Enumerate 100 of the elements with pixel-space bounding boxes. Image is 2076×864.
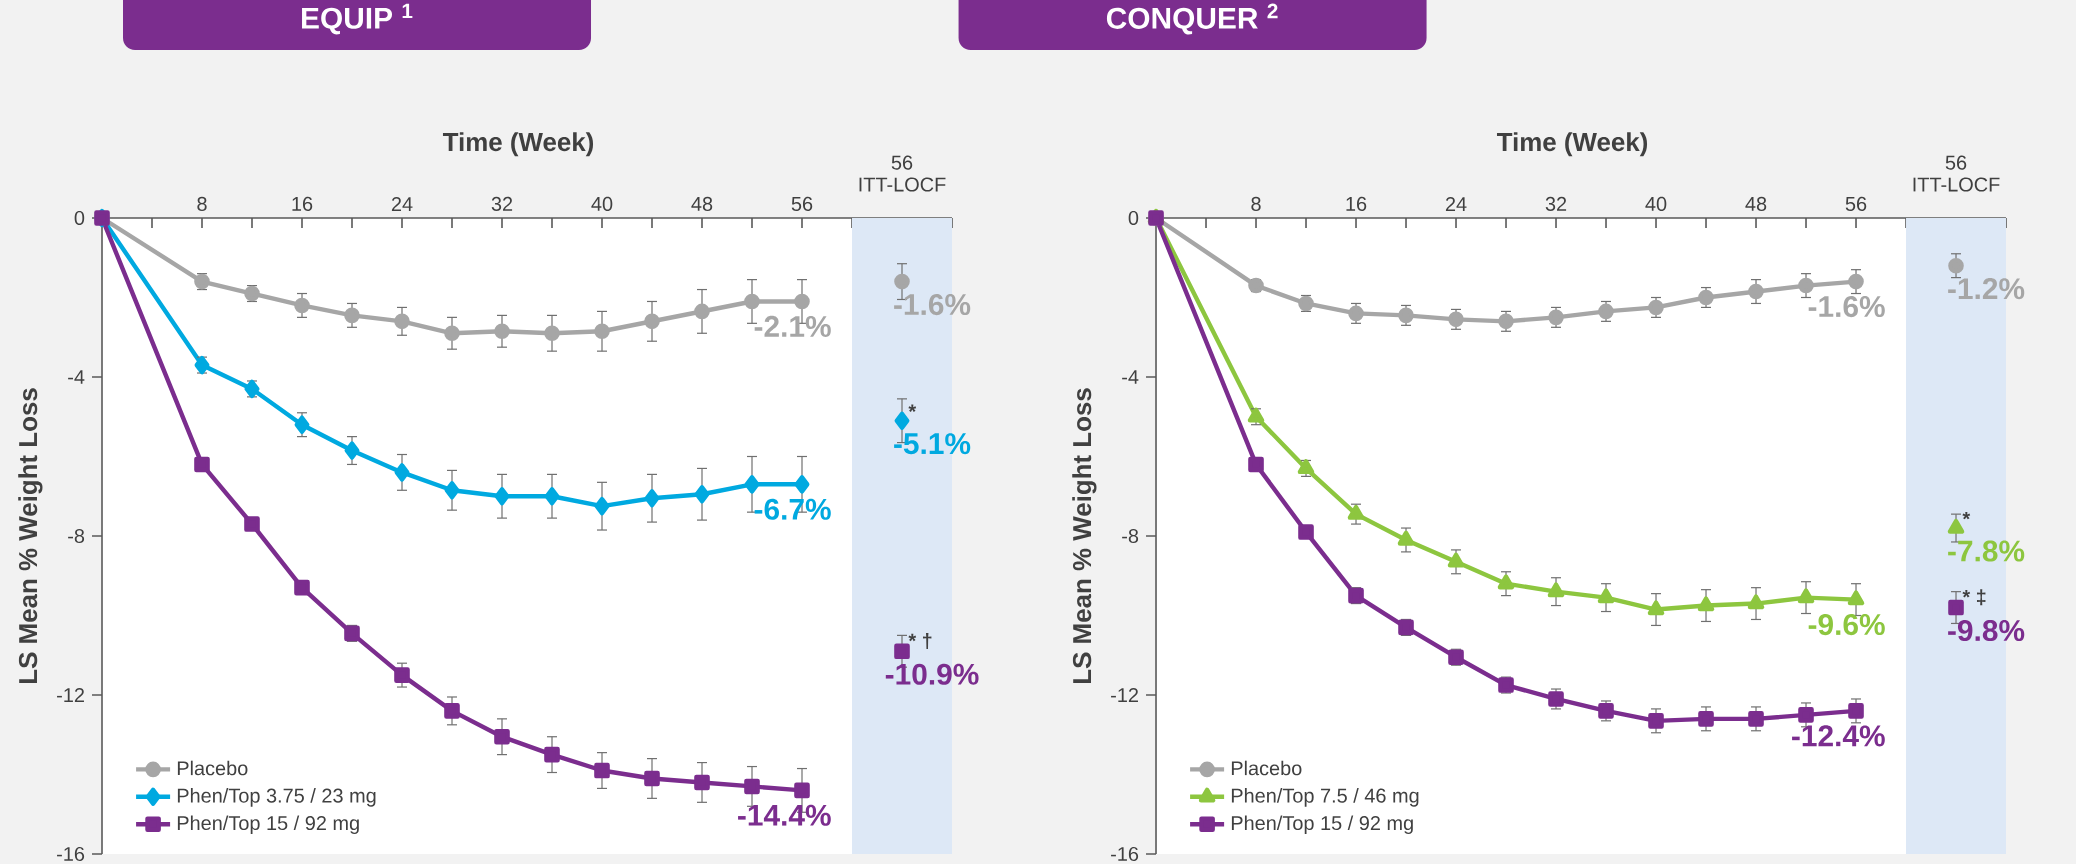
point bbox=[294, 579, 310, 596]
annotation: * † bbox=[908, 633, 932, 649]
y-tick-label: -12 bbox=[57, 688, 84, 702]
point bbox=[894, 643, 910, 660]
point bbox=[894, 411, 910, 430]
x-tick-label: 32 bbox=[1545, 196, 1567, 211]
point bbox=[344, 441, 360, 460]
point bbox=[1648, 713, 1664, 729]
point bbox=[644, 489, 660, 508]
point bbox=[1248, 456, 1264, 473]
chart-title: CONQUER $^{2}$ bbox=[1106, 3, 1278, 35]
point bbox=[1747, 594, 1765, 610]
x-axis-title: Time (Week) bbox=[1496, 132, 1648, 157]
x-tick-label: 16 bbox=[1346, 196, 1367, 211]
x-axis-title: Time (Week) bbox=[442, 132, 594, 157]
data-label: -1.6% bbox=[1808, 295, 1885, 318]
data-label: -2.1% bbox=[754, 315, 831, 337]
point bbox=[544, 487, 560, 506]
legend-label: Placebo bbox=[1231, 760, 1302, 776]
text: 56 ITT-LOCF bbox=[859, 155, 946, 192]
point bbox=[694, 774, 710, 791]
data-label: -12.4% bbox=[1792, 725, 1885, 747]
point bbox=[694, 303, 710, 320]
point bbox=[394, 463, 410, 482]
point bbox=[394, 313, 410, 330]
point bbox=[394, 667, 410, 683]
point bbox=[1948, 599, 1964, 616]
point bbox=[1748, 711, 1764, 727]
point bbox=[494, 728, 510, 745]
point bbox=[1848, 273, 1864, 290]
point bbox=[1798, 707, 1814, 723]
point bbox=[1848, 703, 1864, 719]
y-tick-label: -16 bbox=[1111, 846, 1139, 862]
point bbox=[1697, 596, 1715, 612]
point bbox=[1797, 588, 1815, 604]
point bbox=[1748, 283, 1764, 300]
annotation: * bbox=[1962, 511, 1971, 520]
y-tick-label: -16 bbox=[57, 846, 85, 862]
data-label: -10.9% bbox=[885, 663, 979, 685]
point bbox=[644, 770, 660, 787]
point bbox=[544, 325, 560, 342]
x-tick-label: 24 bbox=[1445, 197, 1467, 211]
legend-label: Phen/Top 7.5 / 46 mg bbox=[1231, 788, 1419, 807]
x-tick-label: 16 bbox=[292, 196, 313, 211]
point bbox=[494, 487, 510, 506]
point bbox=[1547, 582, 1565, 598]
point bbox=[444, 703, 460, 719]
y-axis-title: LS Mean % Weight Loss bbox=[18, 388, 43, 683]
point bbox=[194, 456, 210, 473]
x-tick-label: 48 bbox=[691, 196, 713, 211]
x-tick-label: 40 bbox=[591, 196, 613, 211]
y-tick-label: 0 bbox=[1128, 210, 1139, 226]
point bbox=[644, 313, 660, 330]
point bbox=[444, 481, 460, 500]
data-label: -5.1% bbox=[894, 433, 971, 455]
point bbox=[794, 475, 810, 494]
annotation: * bbox=[908, 404, 917, 413]
legend-label: Phen/Top 3.75 / 23 mg bbox=[177, 788, 376, 807]
point bbox=[744, 778, 760, 795]
point bbox=[894, 273, 910, 290]
chart-title: EQUIP $^{1}$ bbox=[302, 3, 413, 35]
point bbox=[444, 325, 460, 342]
point bbox=[744, 293, 760, 310]
point bbox=[1948, 257, 1964, 274]
y-tick-label: -12 bbox=[1111, 688, 1138, 702]
point bbox=[794, 293, 810, 310]
x-tick-label: 32 bbox=[491, 196, 513, 211]
data-label: -6.7% bbox=[754, 498, 831, 520]
x-tick-label: 8 bbox=[1251, 196, 1261, 211]
legend-label: Phen/Top 15 / 92 mg bbox=[177, 815, 359, 835]
point bbox=[594, 762, 610, 779]
y-tick-label: -4 bbox=[68, 370, 85, 384]
point bbox=[1947, 518, 1965, 534]
point bbox=[1298, 524, 1314, 540]
data-label: -9.8% bbox=[1948, 619, 2025, 642]
point bbox=[1847, 590, 1865, 606]
annotation: * ‡ bbox=[1962, 589, 1986, 606]
x-tick-label: 48 bbox=[1745, 196, 1767, 211]
point bbox=[1798, 277, 1814, 294]
point bbox=[344, 307, 360, 324]
data-label: -9.6% bbox=[1808, 613, 1885, 636]
point bbox=[594, 323, 610, 340]
x-tick-label: 40 bbox=[1645, 196, 1667, 211]
point bbox=[1647, 600, 1665, 616]
data-label: -14.4% bbox=[738, 804, 831, 826]
point bbox=[544, 746, 560, 763]
point bbox=[294, 297, 310, 314]
point bbox=[594, 496, 610, 516]
legend-label: Phen/Top 15 / 92 mg bbox=[1231, 815, 1413, 835]
y-tick-label: -8 bbox=[68, 528, 85, 544]
point bbox=[794, 782, 810, 799]
x-tick-label: 8 bbox=[197, 196, 207, 211]
x-tick-label: 24 bbox=[391, 197, 413, 211]
y-tick-label: 0 bbox=[74, 210, 85, 226]
data-label: -1.2% bbox=[1948, 278, 2025, 300]
data-label: -7.8% bbox=[1948, 540, 2025, 562]
legend-label: Placebo bbox=[177, 760, 248, 776]
point bbox=[244, 516, 260, 532]
y-tick-label: -8 bbox=[1122, 528, 1139, 544]
point bbox=[1597, 588, 1615, 604]
